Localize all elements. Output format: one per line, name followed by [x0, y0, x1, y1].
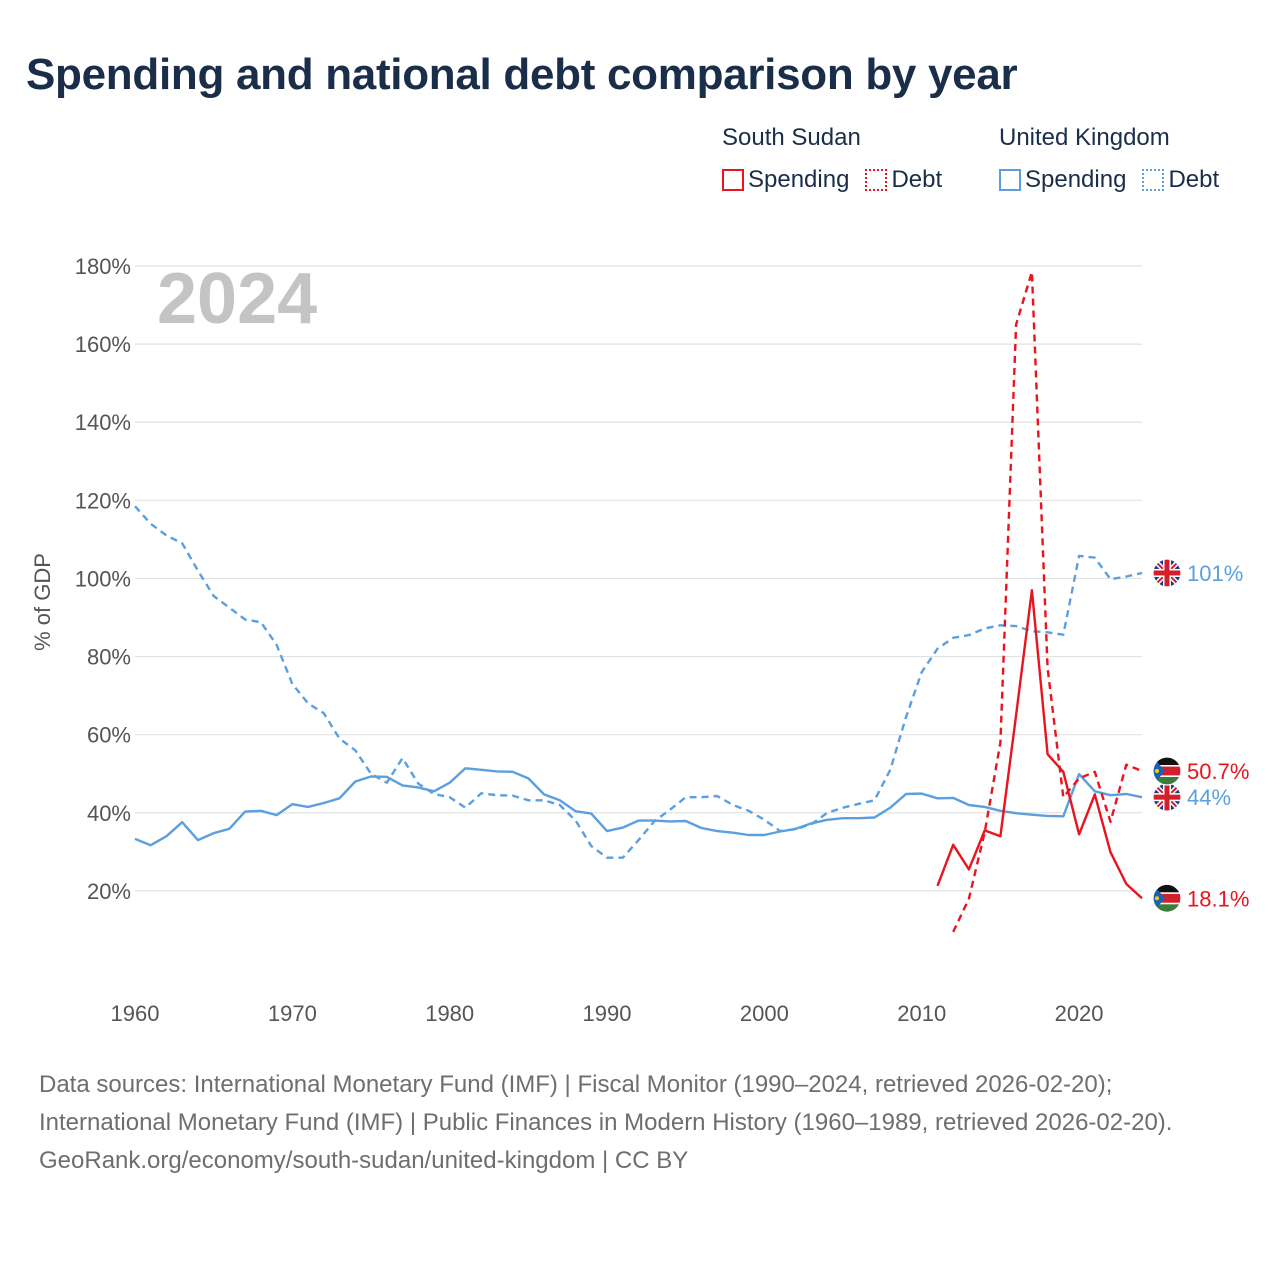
legend-label: Spending [1025, 166, 1127, 193]
y-tick-label: 180% [75, 254, 131, 279]
end-value-label: 50.7% [1187, 759, 1249, 784]
legend-swatch-dotted [865, 169, 888, 191]
end-value-label: 101% [1187, 561, 1243, 586]
x-tick-label: 1980 [425, 1001, 474, 1026]
x-tick-label: 2000 [740, 1001, 789, 1026]
grid-lines [135, 265, 1142, 892]
legend-label: Spending [748, 166, 850, 193]
series-line-south-sudan-spending[interactable] [936, 589, 1143, 900]
legend-item-united-kingdom-spending[interactable]: Spending [999, 166, 1126, 194]
legend-item-south-sudan-spending[interactable]: Spending [722, 166, 849, 194]
legend-group-south-sudan: South Sudan Spending Debt [722, 124, 942, 194]
y-axis-label: % of GDP [30, 553, 55, 651]
x-tick-label: 2020 [1055, 1001, 1104, 1026]
footer: Data sources: International Monetary Fun… [39, 1066, 1239, 1180]
y-tick-label: 40% [87, 801, 131, 826]
data-sources: Data sources: International Monetary Fun… [39, 1071, 1173, 1136]
y-tick-label: 160% [75, 332, 131, 357]
south-sudan-flag-icon [1152, 756, 1182, 786]
legend-swatch-solid [722, 169, 744, 191]
x-tick-label: 1960 [111, 1001, 160, 1026]
uk-flag-icon [1152, 782, 1182, 812]
series-line-united-kingdom-debt[interactable] [134, 505, 1143, 859]
y-tick-label: 80% [87, 645, 131, 670]
south-sudan-flag-icon [1152, 883, 1182, 913]
x-axis-ticks: 1960 1970 1980 1990 2000 2010 2020 [111, 1001, 1104, 1026]
uk-flag-icon [1152, 558, 1182, 588]
credit-link[interactable]: GeoRank.org/economy/south-sudan/united-k… [39, 1147, 689, 1174]
end-value-label: 44% [1187, 785, 1231, 810]
series-line-south-sudan-debt[interactable] [952, 270, 1143, 933]
chart-title: Spending and national debt comparison by… [26, 50, 1018, 99]
end-value-label: 18.1% [1187, 886, 1249, 911]
legend-group-name: United Kingdom [999, 124, 1170, 151]
y-tick-label: 140% [75, 410, 131, 435]
legend-swatch-solid [999, 169, 1021, 191]
x-tick-label: 2010 [897, 1001, 946, 1026]
y-tick-label: 120% [75, 488, 131, 513]
y-axis-ticks: 20% 40% 60% 80% 100% 120% 140% 160% 180% [75, 254, 131, 904]
series-line-united-kingdom-spending[interactable] [134, 767, 1143, 847]
x-tick-label: 1970 [268, 1001, 317, 1026]
legend-label: Debt [891, 166, 943, 193]
legend-group-name: South Sudan [722, 124, 861, 151]
legend-group-united-kingdom: United Kingdom Spending Debt [999, 124, 1219, 194]
y-tick-label: 20% [87, 879, 131, 904]
legend-label: Debt [1168, 166, 1220, 193]
year-watermark: 2024 [157, 259, 317, 339]
x-tick-label: 1990 [583, 1001, 632, 1026]
legend-item-south-sudan-debt[interactable]: Debt [865, 166, 942, 194]
series-lines [134, 270, 1143, 933]
legend-swatch-dotted [1142, 169, 1165, 191]
end-markers: 101% 44%50.7% 18.1% [1152, 558, 1249, 913]
line-chart: 20% 40% 60% 80% 100% 120% 140% 160% 180% 1960 197… [30, 254, 1249, 1026]
y-tick-label: 100% [75, 566, 131, 591]
legend-item-united-kingdom-debt[interactable]: Debt [1142, 166, 1219, 194]
y-tick-label: 60% [87, 723, 131, 748]
